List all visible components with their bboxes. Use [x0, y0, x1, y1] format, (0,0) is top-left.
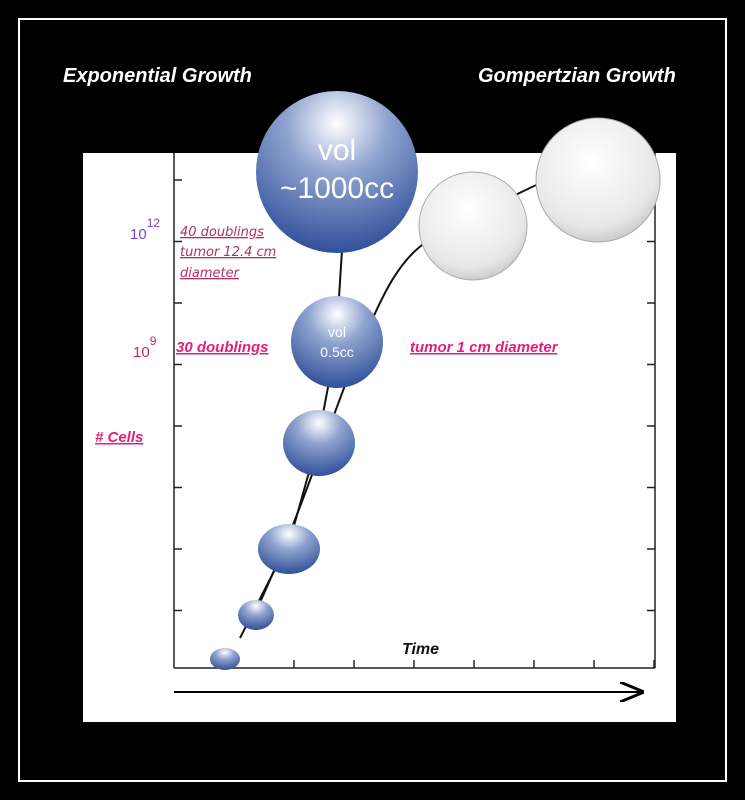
y-label: 1012	[130, 216, 160, 243]
sphere	[210, 648, 240, 670]
annotation: tumor 12.4 cm	[180, 245, 276, 260]
sphere-label: vol	[318, 134, 356, 167]
y-label-base: 10	[133, 344, 150, 361]
sphere	[238, 600, 274, 630]
heading-right: Gompertzian Growth	[478, 65, 676, 87]
sphere	[258, 524, 320, 574]
annotation: 40 doublings	[180, 225, 264, 240]
sphere	[283, 410, 355, 476]
annotation: diameter	[180, 266, 241, 281]
sphere-gray	[418, 171, 528, 281]
y-label-exponent: 9	[150, 334, 157, 348]
y-label-exponent: 12	[147, 216, 161, 230]
sphere	[291, 296, 383, 388]
sphere-label: 0.5cc	[320, 344, 353, 360]
frame	[18, 18, 727, 782]
y-axis-title: # Cells	[95, 429, 143, 446]
heading-left: Exponential Growth	[63, 65, 252, 87]
annotation: 30 doublings	[176, 339, 269, 356]
x-axis-title: Time	[402, 641, 439, 658]
spheres	[210, 91, 661, 670]
sphere	[256, 91, 418, 253]
sphere-gray	[535, 117, 661, 243]
ticks	[174, 179, 655, 668]
sphere-label: vol	[328, 324, 346, 340]
y-label-base: 10	[130, 226, 147, 243]
plot-area	[83, 153, 676, 722]
y-label: 109	[133, 334, 157, 361]
annotation: tumor 1 cm diameter	[410, 339, 559, 356]
axes	[173, 153, 656, 692]
sphere-label: ~1000cc	[280, 172, 394, 205]
